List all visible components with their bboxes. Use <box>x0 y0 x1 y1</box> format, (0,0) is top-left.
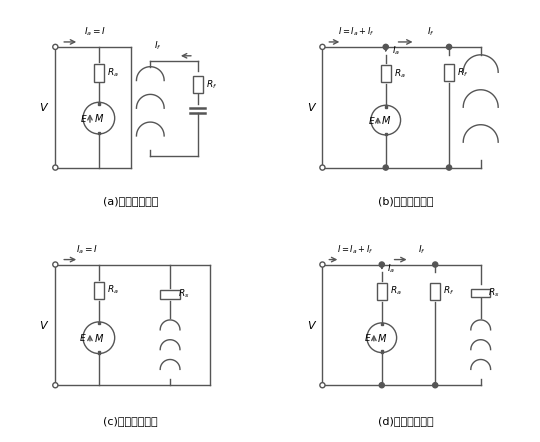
Bar <box>94 282 104 299</box>
Text: $R_s$: $R_s$ <box>178 288 190 301</box>
Text: $R_a$: $R_a$ <box>107 284 118 297</box>
Circle shape <box>320 165 325 170</box>
Bar <box>384 105 387 108</box>
Text: $E$: $E$ <box>364 332 372 343</box>
Circle shape <box>367 323 396 353</box>
Text: $M$: $M$ <box>94 332 104 344</box>
Text: $I_a$: $I_a$ <box>392 45 400 57</box>
Circle shape <box>53 262 58 267</box>
Text: (a)　他助電動機: (a) 他助電動機 <box>103 196 158 206</box>
Bar <box>98 132 100 134</box>
Bar <box>98 351 100 354</box>
Text: $R_f$: $R_f$ <box>206 78 217 91</box>
Text: $V$: $V$ <box>307 319 318 331</box>
Bar <box>193 76 202 93</box>
Circle shape <box>447 165 451 170</box>
Circle shape <box>53 44 58 50</box>
Bar <box>384 133 387 135</box>
Bar <box>381 65 390 82</box>
Circle shape <box>379 383 384 388</box>
Text: $V$: $V$ <box>39 101 50 113</box>
Bar <box>430 283 440 300</box>
Bar <box>381 323 383 325</box>
Text: $I_a=I$: $I_a=I$ <box>76 243 98 255</box>
Text: $I_f$: $I_f$ <box>154 39 162 52</box>
Circle shape <box>53 165 58 170</box>
Bar <box>471 289 490 297</box>
Bar <box>160 290 180 299</box>
Text: $R_a$: $R_a$ <box>107 66 118 79</box>
Text: $E$: $E$ <box>79 332 87 343</box>
Text: $R_a$: $R_a$ <box>390 285 401 297</box>
Text: $E$: $E$ <box>368 114 376 126</box>
Text: $I_f$: $I_f$ <box>427 26 435 38</box>
Text: $R_f$: $R_f$ <box>457 66 468 79</box>
Circle shape <box>447 44 451 50</box>
Text: $I_a$: $I_a$ <box>387 262 395 275</box>
Circle shape <box>83 102 114 134</box>
Circle shape <box>320 383 325 388</box>
Text: $I_a=I$: $I_a=I$ <box>84 26 106 38</box>
Text: $I_f$: $I_f$ <box>417 243 425 255</box>
Circle shape <box>383 44 388 50</box>
Bar <box>377 283 387 300</box>
Text: $V$: $V$ <box>307 101 318 113</box>
Circle shape <box>371 105 401 135</box>
Text: (c)　直巻電動機: (c) 直巻電動機 <box>103 416 158 426</box>
Text: $M$: $M$ <box>381 114 391 126</box>
Circle shape <box>53 383 58 388</box>
Text: $R_a$: $R_a$ <box>394 67 406 80</box>
Text: $V$: $V$ <box>39 319 50 331</box>
Bar <box>444 64 454 81</box>
Text: $R_f$: $R_f$ <box>443 285 455 297</box>
Text: $I=I_a+I_f$: $I=I_a+I_f$ <box>338 26 374 38</box>
Circle shape <box>383 165 388 170</box>
Circle shape <box>320 44 325 50</box>
Bar <box>381 350 383 353</box>
Text: (b)　分巻電動機: (b) 分巻電動機 <box>378 196 433 206</box>
Text: $I=I_a+I_f$: $I=I_a+I_f$ <box>337 243 373 255</box>
Text: (d)　複巻電動機: (d) 複巻電動機 <box>377 416 433 426</box>
Circle shape <box>320 262 325 267</box>
Circle shape <box>433 262 438 267</box>
Text: $M$: $M$ <box>377 332 387 344</box>
Circle shape <box>379 262 384 267</box>
Circle shape <box>83 322 114 354</box>
Bar <box>98 322 100 324</box>
Text: $M$: $M$ <box>94 112 104 124</box>
Circle shape <box>433 383 438 388</box>
Bar <box>98 102 100 105</box>
Text: $E$: $E$ <box>80 113 88 124</box>
Text: $R_s$: $R_s$ <box>488 287 499 300</box>
Bar <box>94 64 104 81</box>
